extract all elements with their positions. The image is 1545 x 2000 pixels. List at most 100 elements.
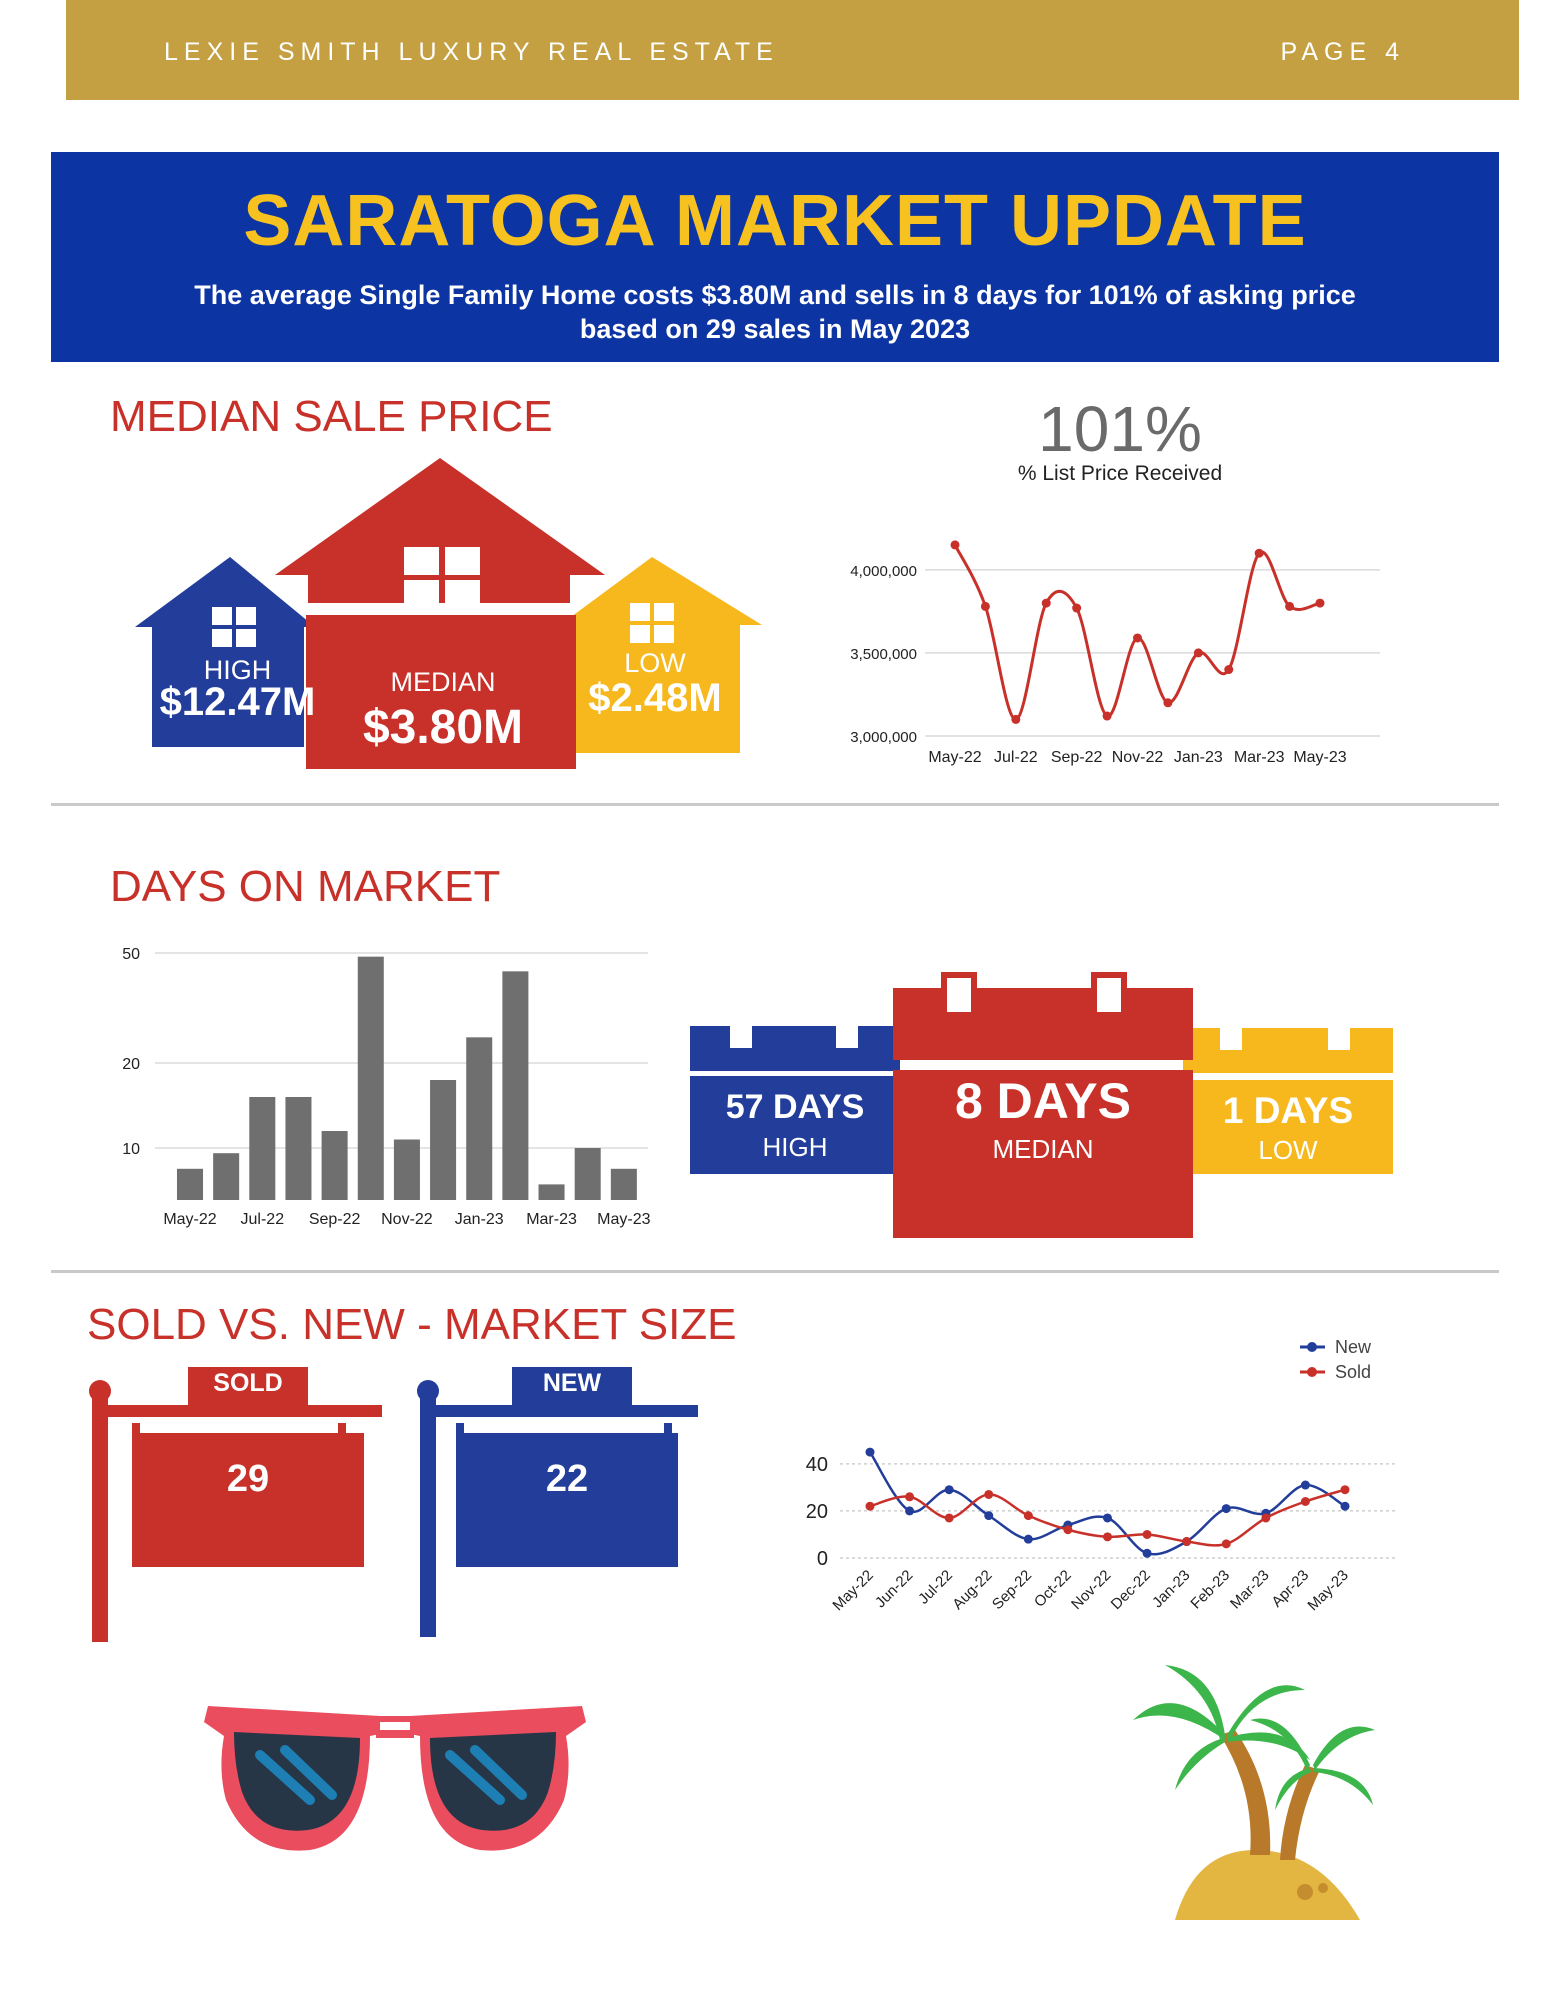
soldnew-xtick-label: Jun-22 <box>872 1567 916 1611</box>
page-number: PAGE 4 <box>1280 38 1405 66</box>
title-banner: SARATOGA MARKET UPDATE The average Singl… <box>51 152 1499 362</box>
days-bar <box>610 1168 637 1200</box>
dom-median-value: 8 DAYS <box>954 1073 1132 1129</box>
section-divider-1 <box>51 803 1499 806</box>
dom-median-label: MEDIAN <box>992 1134 1094 1164</box>
days-bar <box>213 1153 240 1200</box>
new-count: 22 <box>545 1458 589 1500</box>
price-ytick-label: 4,000,000 <box>850 563 917 580</box>
days-bar <box>466 1037 493 1200</box>
new-sign-label: NEW <box>542 1369 602 1397</box>
price-point <box>950 540 960 550</box>
price-series-line <box>953 544 1321 721</box>
low-label: LOW <box>624 648 686 678</box>
sold-sign-icon <box>89 1367 382 1642</box>
signs-graphic <box>89 1367 698 1642</box>
low-calendar-icon <box>1183 1020 1393 1174</box>
soldnew-point <box>1221 1539 1231 1549</box>
soldnew-ytick-label: 40 <box>806 1454 828 1476</box>
days-xtick-label: May-23 <box>597 1211 650 1228</box>
section-divider-2 <box>51 1270 1499 1273</box>
dom-high-label: HIGH <box>762 1132 828 1162</box>
banner-subtitle: The average Single Family Home costs $3.… <box>191 278 1359 346</box>
subtitle-line-2: based on 29 sales in May 2023 <box>579 314 971 344</box>
price-point <box>1163 698 1173 708</box>
days-xtick-label: Sep-22 <box>309 1211 361 1228</box>
list-price-percent: 101% <box>1038 393 1202 465</box>
high-label: HIGH <box>203 655 272 685</box>
price-point <box>1072 603 1082 613</box>
legend-marker <box>1307 1342 1317 1352</box>
days-bar <box>357 956 384 1200</box>
soldnew-point <box>1340 1485 1350 1495</box>
days-bar <box>502 971 529 1200</box>
soldnew-xtick-label: May-23 <box>1304 1567 1351 1614</box>
subtitle-line-1: The average Single Family Home costs $3.… <box>194 280 1356 310</box>
days-xtick-label: Jul-22 <box>241 1211 285 1228</box>
soldnew-point <box>865 1447 875 1457</box>
dom-low-value: 1 DAYS <box>1222 1090 1354 1131</box>
soldnew-point <box>1300 1480 1310 1490</box>
soldnew-point <box>1142 1548 1152 1558</box>
days-bar <box>538 1184 565 1200</box>
price-point <box>1315 598 1325 608</box>
price-point <box>1102 711 1112 721</box>
soldnew-point <box>1300 1497 1310 1506</box>
days-ytick-label: 10 <box>122 1141 140 1158</box>
price-xtick-label: Jan-23 <box>1174 749 1223 766</box>
price-ytick-label: 3,000,000 <box>850 729 917 746</box>
price-ytick-label: 3,500,000 <box>850 646 917 663</box>
soldnew-ytick-label: 20 <box>806 1501 828 1523</box>
median-sale-price-title: MEDIAN SALE PRICE <box>110 392 553 441</box>
soldnew-xtick-label: Dec-22 <box>1108 1567 1154 1613</box>
days-xtick-label: Jan-23 <box>455 1211 504 1228</box>
soldnew-xtick-label: May-22 <box>829 1567 876 1614</box>
soldnew-point <box>1340 1501 1350 1511</box>
days-ytick-label: 50 <box>122 946 140 963</box>
high-value: $12.47M <box>159 680 316 724</box>
days-bar <box>430 1080 457 1200</box>
median-value: $3.80M <box>362 701 524 754</box>
days-bar <box>393 1139 420 1200</box>
soldnew-xtick-label: Sep-22 <box>989 1567 1035 1613</box>
dom-high-value: 57 DAYS <box>725 1088 865 1126</box>
low-house-icon <box>560 557 762 753</box>
soldnew-point <box>944 1513 954 1523</box>
days-xtick-label: May-22 <box>163 1211 216 1228</box>
soldnew-ytick-label: 0 <box>817 1548 828 1570</box>
price-point <box>980 601 990 611</box>
sold-sign-label: SOLD <box>213 1369 283 1397</box>
legend-label: Sold <box>1335 1362 1371 1382</box>
soldnew-point <box>905 1492 915 1502</box>
median-calendar-icon <box>893 972 1193 1238</box>
page-title: SARATOGA MARKET UPDATE <box>243 181 1307 261</box>
median-house-icon <box>275 458 605 769</box>
soldnew-point <box>1103 1513 1112 1523</box>
price-point <box>1224 665 1234 675</box>
sold-vs-new-title: SOLD VS. NEW - MARKET SIZE <box>87 1300 737 1349</box>
header-bar: LEXIE SMITH LUXURY REAL ESTATE PAGE 4 <box>66 0 1519 100</box>
soldnew-point <box>1103 1532 1112 1542</box>
soldnew-xtick-label: Mar-23 <box>1227 1567 1273 1613</box>
days-on-market-title: DAYS ON MARKET <box>110 862 501 911</box>
houses-graphic <box>135 458 762 769</box>
soldnew-point <box>905 1506 915 1516</box>
days-bar <box>321 1131 348 1200</box>
soldnew-point <box>984 1511 994 1521</box>
soldnew-xtick-label: Jan-23 <box>1149 1567 1193 1611</box>
days-ytick-label: 20 <box>122 1056 140 1073</box>
price-xtick-label: May-23 <box>1293 749 1346 766</box>
calendars-graphic <box>690 972 1393 1238</box>
days-bar <box>285 1097 312 1200</box>
sunglasses-icon <box>204 1706 586 1851</box>
soldnew-point <box>1063 1525 1073 1535</box>
price-xtick-label: Jul-22 <box>994 749 1038 766</box>
days-xtick-label: Mar-23 <box>526 1211 577 1228</box>
soldnew-point <box>1023 1534 1033 1544</box>
soldnew-point <box>1261 1513 1271 1523</box>
days-bar <box>176 1168 204 1200</box>
sold-count: 29 <box>226 1458 270 1500</box>
price-xtick-label: May-22 <box>928 749 981 766</box>
price-point <box>1193 648 1203 658</box>
price-xtick-label: Nov-22 <box>1112 749 1164 766</box>
